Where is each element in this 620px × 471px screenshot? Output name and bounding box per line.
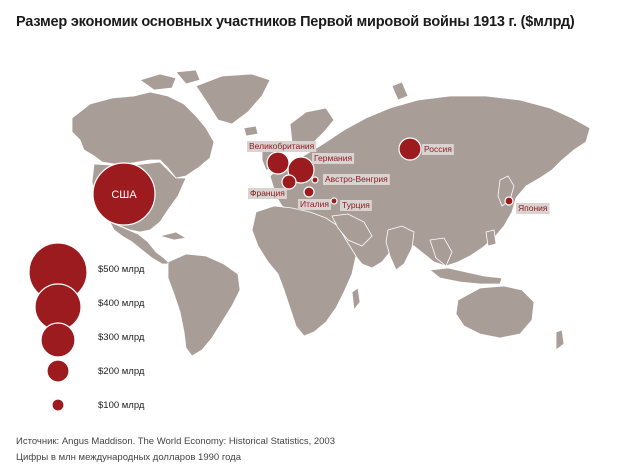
legend-label: $400 млрд xyxy=(98,298,145,309)
greenland-shape xyxy=(195,73,271,125)
arabia-shape xyxy=(331,213,373,247)
legend-circle xyxy=(46,359,70,383)
bubble-япония xyxy=(504,196,514,206)
country-label-германия: Германия xyxy=(314,153,353,163)
country-label-великобритания: Великобритания xyxy=(249,141,315,151)
country-label-bg-австро-венгрия xyxy=(323,174,390,185)
south-america-shape xyxy=(167,253,241,357)
indonesia-shape xyxy=(428,267,503,285)
india-shape xyxy=(385,225,415,271)
bubble-великобритания xyxy=(266,151,290,175)
country-label-турция: Турция xyxy=(342,200,370,210)
country-label-италия: Италия xyxy=(300,199,329,209)
country-label-bg-япония xyxy=(516,203,550,214)
page-title: Размер экономик основных участников Перв… xyxy=(16,14,575,30)
country-label-bg-турция xyxy=(340,200,372,211)
bubble-турция xyxy=(330,197,338,205)
bubble-италия xyxy=(303,186,315,198)
australia-shape xyxy=(455,285,535,339)
central-america-shape xyxy=(109,221,171,265)
bubble-германия xyxy=(287,156,315,184)
country-label-bg-великобритания xyxy=(247,141,317,152)
country-label-bg-германия xyxy=(312,153,355,164)
arctic-islands-shape xyxy=(139,73,177,91)
legend-circle xyxy=(51,398,65,412)
bubble-россия xyxy=(398,137,422,161)
source-note: Источник: Angus Maddison. The World Econ… xyxy=(16,436,335,447)
legend-label: $200 млрд xyxy=(98,366,145,377)
legend-circles xyxy=(28,242,88,412)
country-label-сша: США xyxy=(111,189,137,201)
units-note: Цифры в млн международных долларов 1990 … xyxy=(16,452,241,463)
landmass xyxy=(71,69,591,357)
country-label-франция: Франция xyxy=(250,188,285,198)
bubble-австро-венгрия xyxy=(311,176,319,184)
africa-shape xyxy=(251,205,357,337)
north-america-north-shape xyxy=(71,91,215,179)
country-label-австро-венгрия: Австро-Венгрия xyxy=(325,174,388,184)
bubble-франция xyxy=(281,174,297,190)
legend-label: $100 млрд xyxy=(98,400,145,411)
country-label-япония: Япония xyxy=(518,203,548,213)
country-label-bg-италия xyxy=(298,199,331,210)
legend-label: $500 млрд xyxy=(98,264,145,275)
legend-label: $300 млрд xyxy=(98,332,145,343)
bubble-сша xyxy=(92,162,156,226)
country-label-bg-франция xyxy=(248,188,287,199)
country-label-россия: Россия xyxy=(424,144,452,154)
country-label-bg-россия xyxy=(422,144,454,155)
legend-circle xyxy=(40,322,76,358)
bubble-layer: США Великобритания Германия Франция Австро-В… xyxy=(92,137,550,226)
